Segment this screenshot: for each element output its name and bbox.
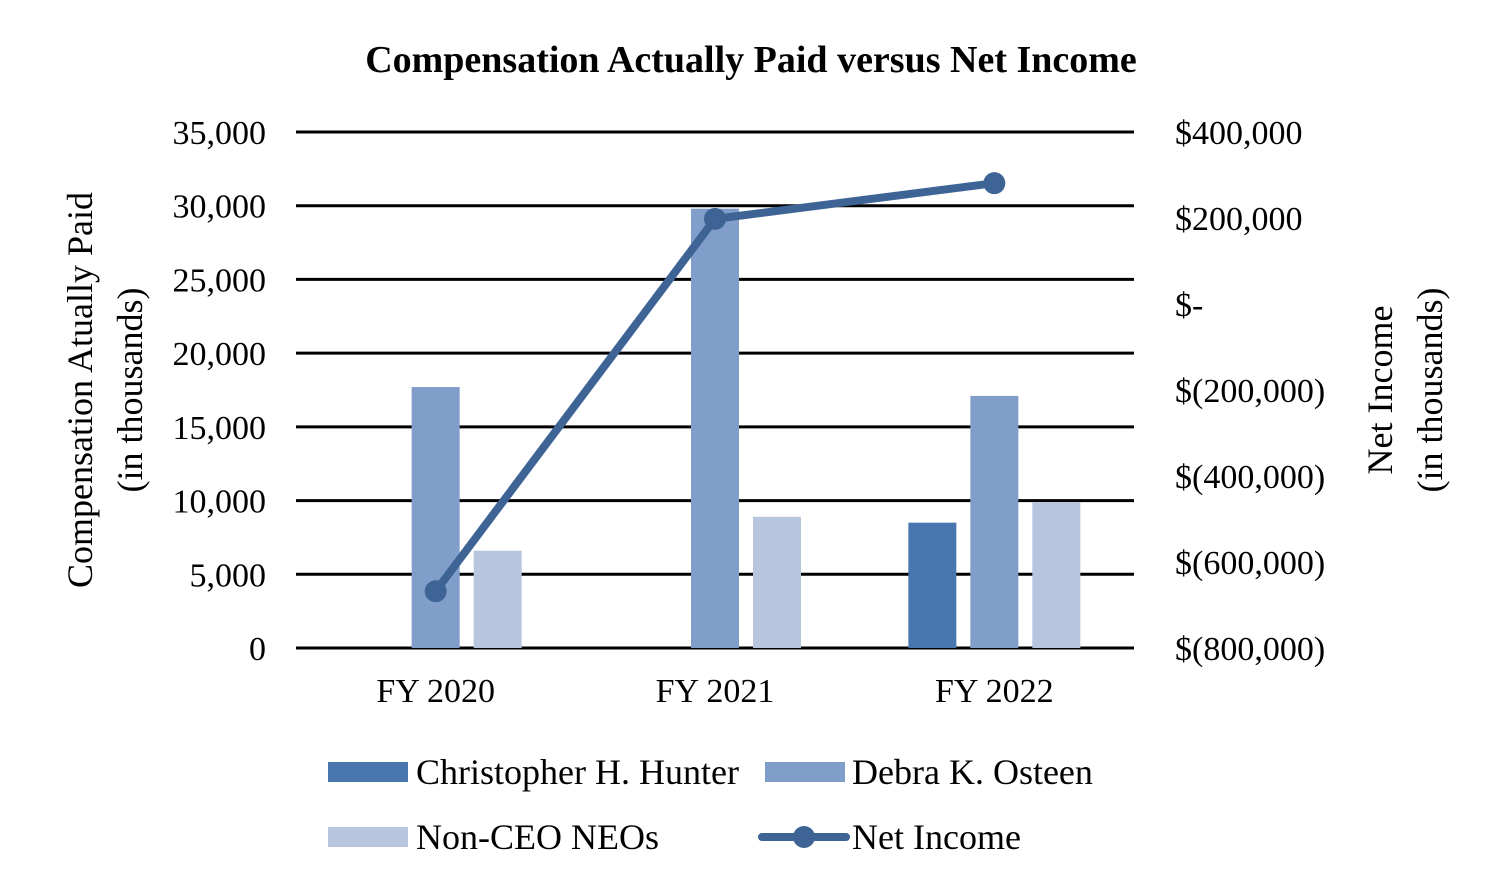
x-tick-label: FY 2020: [376, 673, 495, 710]
bar-debra-k-osteen-fy-2021: [691, 208, 739, 649]
x-axis-ticks: FY 2020 FY 2021 FY 2022: [376, 673, 1053, 710]
legend-swatch-non-ceo-neos: [328, 827, 408, 847]
bar-debra-k-osteen-fy-2022: [970, 395, 1019, 648]
left-tick-label: 15,000: [173, 410, 267, 447]
legend-swatch-debra-k-osteen: [765, 762, 845, 782]
bar-non-ceo-neos-fy-2020: [473, 550, 522, 648]
legend-label-christopher-h-hunter: Christopher H. Hunter: [416, 752, 739, 792]
legend-swatch-christopher-h-hunter: [328, 762, 408, 782]
right-axis-title-line2: (in thousands): [1410, 288, 1450, 493]
bars: [411, 208, 1081, 649]
legend-label-non-ceo-neos: Non-CEO NEOs: [416, 817, 659, 857]
legend-item-christopher-h-hunter: Christopher H. Hunter: [328, 752, 739, 792]
left-axis-title-line1: Compensation Atually Paid: [60, 192, 100, 588]
x-tick-label: FY 2022: [935, 673, 1054, 710]
legend-marker-net-income: [793, 826, 815, 848]
legend-item-debra-k-osteen: Debra K. Osteen: [765, 752, 1093, 792]
legend-item-net-income: Net Income: [758, 817, 1021, 857]
left-tick-label: 0: [249, 631, 266, 668]
legend-item-non-ceo-neos: Non-CEO NEOs: [328, 817, 659, 857]
chart-title: Compensation Actually Paid versus Net In…: [365, 39, 1137, 81]
right-tick-label: $200,000: [1175, 201, 1303, 238]
left-axis-ticks: 0 5,000 10,000 15,000 20,000 25,000 30,000 35,0…: [173, 115, 267, 668]
left-tick-label: 30,000: [173, 189, 267, 226]
legend-label-debra-k-osteen: Debra K. Osteen: [852, 752, 1093, 792]
right-tick-label: $(400,000): [1175, 459, 1325, 496]
legend-label-net-income: Net Income: [852, 817, 1021, 857]
point-net-income-fy-2021: [704, 207, 726, 230]
point-net-income-fy-2020: [424, 580, 447, 603]
right-tick-label: $(800,000): [1175, 631, 1325, 668]
right-tick-label: $(600,000): [1175, 545, 1325, 582]
right-tick-label: $400,000: [1175, 115, 1303, 152]
bar-non-ceo-neos-fy-2021: [753, 516, 801, 648]
x-tick-label: FY 2021: [656, 673, 775, 710]
point-net-income-fy-2022: [983, 172, 1006, 195]
net-income-line-group: [424, 172, 1006, 603]
left-tick-label: 20,000: [173, 336, 267, 373]
left-tick-label: 35,000: [173, 115, 267, 152]
bar-christopher-h-hunter-fy-2022: [908, 522, 957, 648]
left-tick-label: 25,000: [173, 262, 267, 299]
right-axis-ticks: $(800,000) $(600,000) $(400,000) $(200,000)…: [1175, 115, 1325, 668]
right-tick-label: $(200,000): [1175, 373, 1325, 410]
bar-debra-k-osteen-fy-2020: [411, 387, 460, 648]
left-axis-title-line2: (in thousands): [110, 288, 150, 493]
right-tick-label: $-: [1175, 287, 1203, 324]
bar-non-ceo-neos-fy-2022: [1032, 502, 1081, 648]
legend: Christopher H. Hunter Debra K. Osteen No…: [328, 752, 1093, 857]
right-axis-title-line1: Net Income: [1360, 306, 1400, 475]
left-tick-label: 5,000: [190, 557, 267, 594]
left-tick-label: 10,000: [173, 484, 267, 521]
